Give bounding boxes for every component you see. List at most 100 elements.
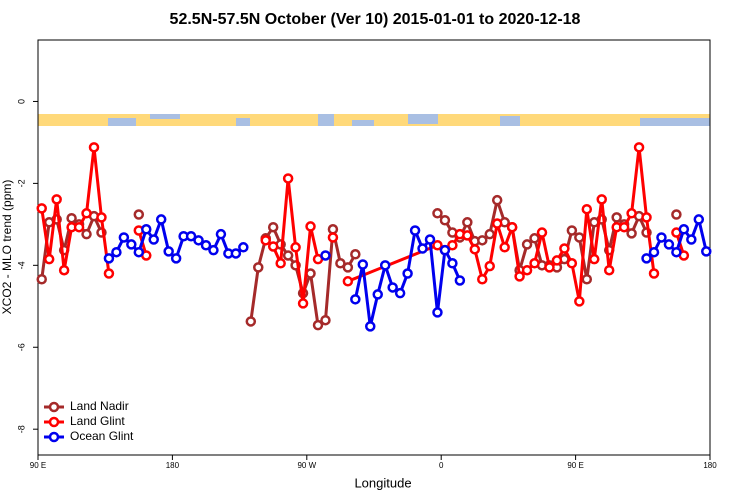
point [656,232,667,243]
point [633,142,645,153]
plot-frame [37,39,711,456]
point [185,230,197,242]
point [536,227,548,238]
point [477,273,488,285]
chart-title: 52.5N-57.5N October (Ver 10) 2015-01-01 … [170,11,581,28]
point [671,209,682,220]
point [514,271,525,282]
point [88,142,100,153]
point [462,217,473,228]
point [521,264,533,276]
ocean-patch [318,114,334,126]
point [678,224,690,235]
point [641,212,652,223]
point [432,208,443,219]
point [51,194,62,205]
point [342,276,354,287]
point [417,243,428,254]
point [208,244,219,256]
point [529,233,540,244]
point [701,246,712,257]
point [103,268,115,279]
ocean-patch [108,118,136,126]
y-axis-label: XCO2 - MLO trend (ppm) [0,180,14,315]
point [305,221,316,232]
point [155,214,167,225]
point [335,258,346,269]
point [484,228,495,240]
legend-label: Land Nadir [70,399,129,413]
point [170,253,182,264]
point [491,218,503,229]
point [491,194,503,206]
point [559,243,570,254]
x-axis-label: Longitude [354,475,411,490]
ocean-patch [150,114,180,119]
legend-marker [48,401,60,413]
ocean-patch [500,116,520,126]
point [596,194,607,205]
y-tick-label: -8 [16,425,26,433]
point [581,203,593,215]
ocean-patch [640,118,710,126]
x-tick-label: 180 [703,461,717,470]
point [193,235,204,246]
point [454,275,466,286]
point [133,209,145,220]
point [551,255,563,266]
point [477,235,488,246]
point [648,246,660,258]
point [260,235,271,246]
ocean-patch [408,114,438,124]
point [253,262,264,273]
legend-marker [48,416,60,428]
point [693,214,705,225]
point [215,228,227,240]
point [357,259,369,270]
point [81,208,92,219]
point [641,253,652,264]
point [402,268,413,279]
point [111,246,122,258]
legend-marker [48,431,60,443]
point [230,248,242,259]
point [66,212,77,224]
point [626,228,637,239]
point [574,232,585,243]
point [245,316,257,327]
legend-label: Land Glint [70,414,125,428]
point [103,253,115,264]
point [439,215,451,226]
point [618,221,630,233]
point [320,314,331,326]
point [267,221,279,233]
point [447,239,458,251]
point [282,173,294,184]
point [126,239,137,250]
point [141,224,152,235]
point [663,239,675,250]
point [447,258,458,269]
legend-label: Ocean Glint [70,429,134,443]
point [133,246,145,258]
point [327,232,339,243]
point [118,232,130,243]
point [365,321,376,332]
x-tick-label: 90 E [567,461,583,470]
x-tick-label: 0 [439,461,444,470]
point [148,234,159,245]
point [432,239,443,251]
point [379,260,391,271]
point [566,225,578,236]
point [275,258,286,269]
point [462,230,473,241]
point [581,273,593,285]
point [529,258,540,269]
point [506,221,518,233]
point [424,234,436,245]
x-tick-label: 180 [166,461,180,470]
point [350,249,361,260]
x-tick-label: 90 W [297,461,316,470]
point [469,244,481,255]
